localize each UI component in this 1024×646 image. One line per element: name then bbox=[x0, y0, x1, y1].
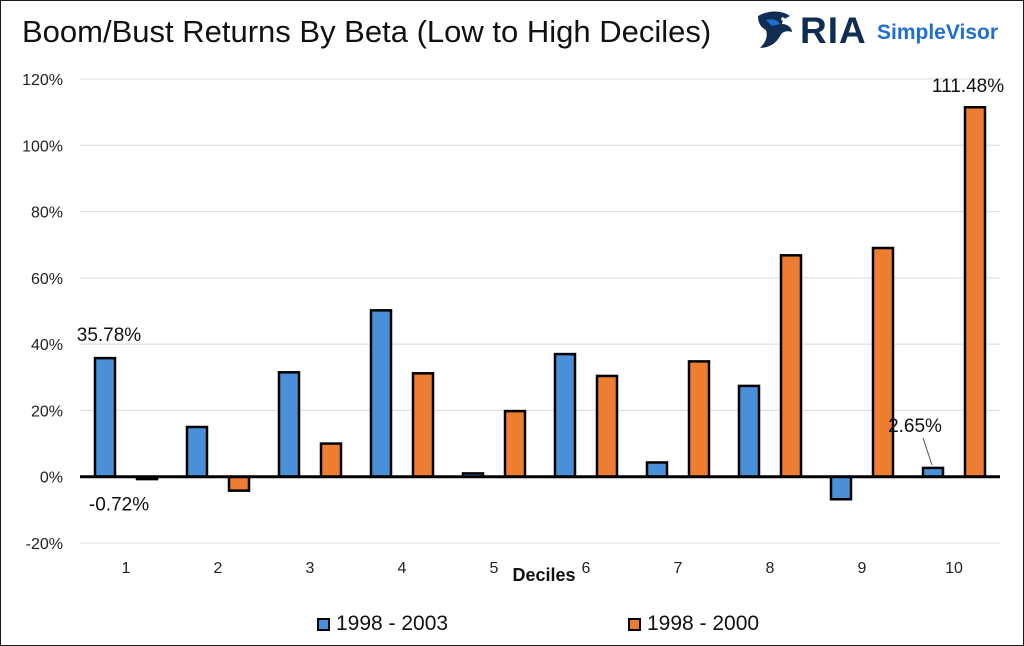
bar-1998-2003-decile-3 bbox=[277, 371, 301, 478]
eagle-icon bbox=[758, 11, 792, 48]
bar-1998-2003-decile-4 bbox=[369, 309, 393, 478]
bar-1998-2000-decile-7 bbox=[687, 360, 711, 478]
data-label: 111.48% bbox=[932, 76, 1004, 97]
legend-swatch-orange bbox=[628, 617, 641, 631]
bars bbox=[93, 105, 987, 501]
legend-item-1998-2000: 1998 - 2000 bbox=[628, 612, 759, 636]
y-tick-label: 100% bbox=[22, 138, 63, 155]
brand-logo: RIA SimpleVisor bbox=[752, 8, 1002, 54]
gridlines bbox=[80, 78, 1000, 544]
bar-1998-2000-decile-4 bbox=[411, 372, 435, 478]
x-tick-label: 4 bbox=[398, 560, 407, 577]
legend-label: 1998 - 2003 bbox=[336, 612, 449, 635]
y-tick-label: 120% bbox=[22, 72, 63, 89]
y-tick-label: 80% bbox=[31, 205, 63, 222]
x-tick-label: 8 bbox=[766, 560, 775, 577]
bar-1998-2000-decile-9 bbox=[871, 246, 895, 478]
bar-1998-2000-decile-10 bbox=[963, 105, 987, 478]
y-tick-label: 0% bbox=[40, 470, 63, 487]
x-tick-label: 1 bbox=[122, 560, 131, 577]
legend-label: 1998 - 2000 bbox=[647, 612, 760, 635]
x-tick-label: 6 bbox=[582, 560, 591, 577]
y-axis-ticks: -20% 0% 20% 40% 60% 80% 100% 120% bbox=[22, 72, 63, 553]
bar-1998-2003-decile-2 bbox=[185, 425, 209, 478]
bar-1998-2003-decile-1 bbox=[93, 356, 117, 478]
bar-1998-2003-decile-8 bbox=[737, 384, 761, 478]
x-axis-label: Deciles bbox=[512, 565, 575, 585]
legend-item-1998-2003: 1998 - 2003 bbox=[317, 612, 448, 636]
y-tick-label: -20% bbox=[26, 536, 63, 553]
legend: 1998 - 2003 1998 - 2000 bbox=[0, 612, 1024, 640]
bar-1998-2003-decile-7 bbox=[645, 461, 669, 478]
x-tick-label: 3 bbox=[306, 560, 315, 577]
y-tick-label: 60% bbox=[31, 271, 63, 288]
bar-1998-2000-decile-6 bbox=[595, 374, 619, 478]
bar-1998-2000-decile-3 bbox=[319, 442, 343, 478]
x-axis-ticks: 1 2 3 4 5 6 7 8 9 10 bbox=[122, 560, 963, 577]
data-label-leader bbox=[922, 437, 933, 466]
x-tick-label: 7 bbox=[674, 560, 683, 577]
legend-swatch-blue bbox=[317, 617, 330, 631]
data-label: 35.78% bbox=[77, 325, 142, 346]
y-tick-label: 20% bbox=[31, 403, 63, 420]
data-labels: 35.78% -0.72% 2.65% 111.48% bbox=[77, 76, 1004, 515]
brand-name: RIA bbox=[800, 10, 867, 51]
data-label: -0.72% bbox=[89, 495, 149, 516]
y-tick-label: 40% bbox=[31, 337, 63, 354]
bar-1998-2003-decile-9 bbox=[829, 475, 853, 501]
x-tick-label: 2 bbox=[214, 560, 223, 577]
x-tick-label: 9 bbox=[858, 560, 867, 577]
bar-1998-2003-decile-6 bbox=[553, 352, 577, 478]
bar-1998-2000-decile-5 bbox=[503, 409, 527, 478]
bar-1998-2000-decile-8 bbox=[779, 254, 803, 478]
chart-title: Boom/Bust Returns By Beta (Low to High D… bbox=[22, 14, 712, 49]
x-tick-label: 10 bbox=[945, 560, 963, 577]
bar-1998-2000-decile-2 bbox=[227, 475, 251, 492]
brand-product: SimpleVisor bbox=[877, 21, 998, 44]
x-tick-label: 5 bbox=[490, 560, 499, 577]
data-label: 2.65% bbox=[888, 416, 942, 437]
